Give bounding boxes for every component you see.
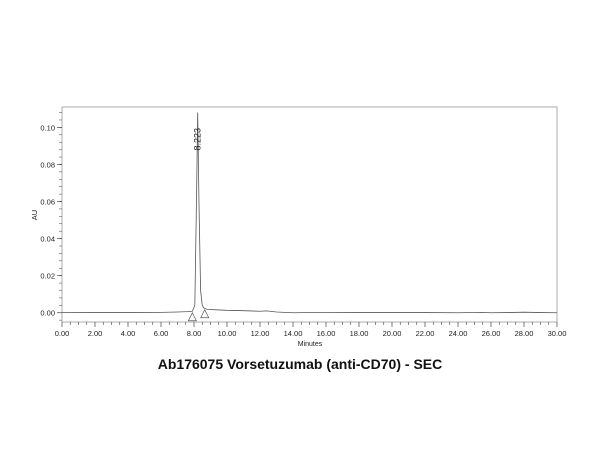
x-tick-label: 20.00 [383,329,402,338]
x-tick-label: 10.00 [218,329,237,338]
x-tick-label: 30.00 [548,329,567,338]
x-tick-label: 0.00 [55,329,70,338]
chromatogram-trace [61,112,558,314]
x-tick-label: 4.00 [121,329,136,338]
y-tick-label: 0.00 [40,309,55,318]
y-tick-label: 0.06 [40,198,55,207]
integration-marker-icon [187,311,197,322]
x-tick-label: 22.00 [416,329,435,338]
integration-markers [187,308,210,322]
x-tick-label: 28.00 [515,329,534,338]
y-tick-label: 0.10 [40,123,55,132]
x-tick-label: 6.00 [154,329,169,338]
x-tick-label: 26.00 [482,329,501,338]
x-tick-label: 24.00 [449,329,468,338]
x-tick-label: 12.00 [251,329,270,338]
plot-frame [61,106,558,323]
y-axis: 0.00 0.02 0.04 0.06 0.08 0.10 [40,112,62,321]
y-axis-label: AU [30,210,39,220]
chart-title: Ab176075 Vorsetuzumab (anti-CD70) - SEC [157,356,443,372]
y-tick-label: 0.08 [40,160,55,169]
peak-label: 8.223 [193,128,203,151]
x-tick-label: 14.00 [284,329,303,338]
x-tick-label: 2.00 [88,329,103,338]
y-tick-label: 0.02 [40,272,55,281]
y-tick-label: 0.04 [40,235,55,244]
x-tick-label: 18.00 [350,329,369,338]
x-tick-label: 8.00 [187,329,202,338]
integration-marker-icon [200,308,210,319]
x-tick-label: 16.00 [317,329,336,338]
x-axis: 0.00 2.00 4.00 6.00 8.00 10.00 12.00 14.00 16.00… [55,322,567,338]
x-axis-label: Minutes [298,341,323,348]
